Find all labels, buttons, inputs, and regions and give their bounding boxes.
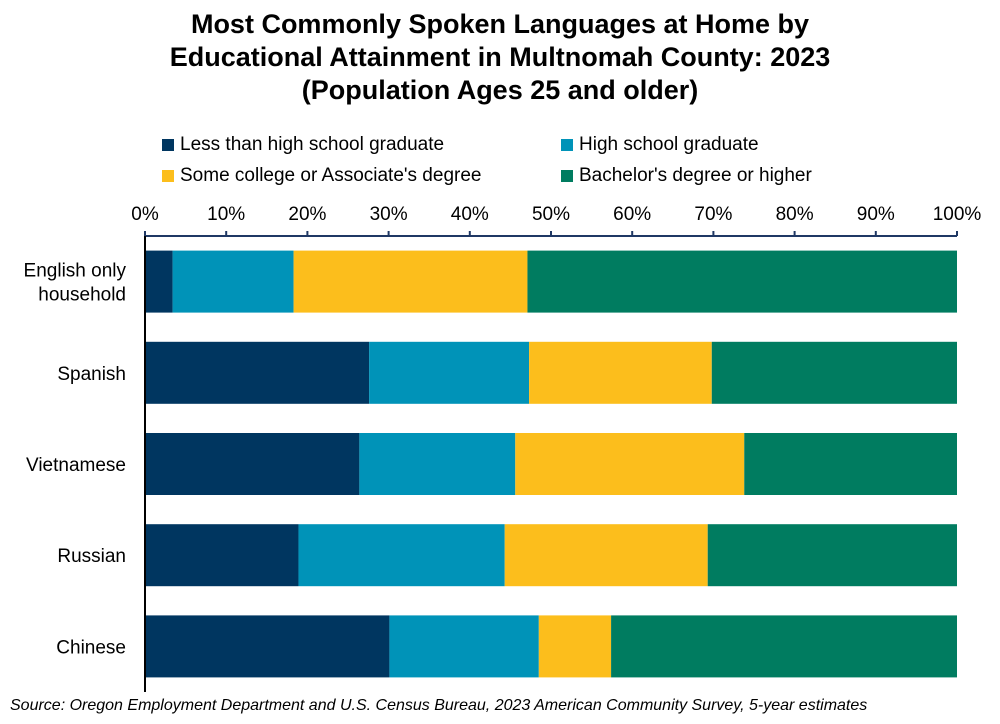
bar-segment: [293, 250, 528, 313]
legend-label-hs-graduate: High school graduate: [579, 134, 759, 155]
bar-segment: [172, 250, 294, 313]
legend-swatch-some-college: [162, 170, 174, 182]
bar-segment: [538, 615, 612, 678]
category-label: Russian: [57, 546, 126, 567]
legend-label-less-than-hs: Less than high school graduate: [180, 134, 445, 155]
x-tick-label: 60%: [613, 204, 651, 225]
category-label: household: [38, 285, 126, 306]
bar-segment: [744, 433, 957, 495]
chart-title: Most Commonly Spoken Languages at Home b…: [0, 8, 1000, 107]
category-label: English only: [24, 261, 127, 282]
x-tick-label: 0%: [131, 204, 159, 225]
category-label: Chinese: [56, 637, 126, 658]
legend-swatch-less-than-hs: [162, 139, 174, 151]
bar-segment: [298, 524, 505, 587]
bar-segment: [611, 615, 957, 678]
bar-segment: [145, 524, 299, 587]
bar-segment: [145, 250, 173, 313]
chart-title-line-1: Most Commonly Spoken Languages at Home b…: [190, 9, 810, 39]
legend-swatch-hs-graduate: [561, 139, 573, 151]
chart-title-line-3: (Population Ages 25 and older): [301, 75, 699, 105]
chart-title-line-2: Educational Attainment in Multnomah Coun…: [169, 42, 831, 72]
bar-segment: [529, 341, 712, 404]
x-tick-label: 80%: [776, 204, 814, 225]
x-tick-label: 10%: [207, 204, 245, 225]
bar-segment: [145, 341, 370, 404]
bar-segment: [369, 341, 530, 404]
category-label: Spanish: [57, 364, 126, 385]
legend-swatch-bachelors: [561, 170, 573, 182]
x-tick-label: 100%: [933, 204, 982, 225]
bar-segment: [711, 341, 957, 404]
legend-label-some-college: Some college or Associate's degree: [180, 165, 482, 186]
bar-segment: [707, 524, 957, 587]
bar-segment: [145, 433, 360, 495]
x-tick-label: 50%: [532, 204, 570, 225]
category-label: Vietnamese: [26, 455, 126, 476]
x-tick-label: 20%: [288, 204, 326, 225]
bar-segment: [359, 433, 516, 495]
bar-segment: [145, 615, 390, 678]
bar-segment: [527, 250, 957, 313]
x-tick-label: 30%: [370, 204, 408, 225]
legend-label-bachelors: Bachelor's degree or higher: [579, 165, 812, 186]
x-tick-label: 70%: [694, 204, 732, 225]
x-tick-label: 90%: [857, 204, 895, 225]
bar-segment: [515, 433, 745, 495]
source-note: Source: Oregon Employment Department and…: [10, 697, 868, 714]
x-tick-label: 40%: [451, 204, 489, 225]
bar-segment: [389, 615, 539, 678]
bar-segment: [504, 524, 708, 587]
